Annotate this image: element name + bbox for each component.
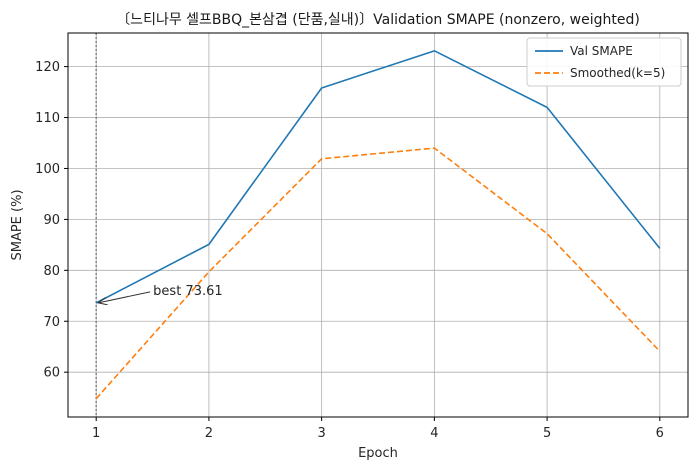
x-tick-label: 4	[430, 426, 438, 441]
x-axis-label: Epoch	[358, 446, 398, 461]
chart-title: 〔느티나무 셀프BBQ_본삼겹 (단품,실내)〕Validation SMAPE…	[116, 12, 640, 28]
x-tick-label: 6	[656, 426, 664, 441]
legend-box	[526, 37, 682, 87]
legend: Val SMAPE Smoothed(k=5)	[526, 37, 682, 87]
x-tick-label: 2	[205, 426, 213, 441]
y-tick-label: 70	[43, 315, 60, 330]
legend-label-smoothed: Smoothed(k=5)	[570, 66, 665, 80]
annotation-layer: best 73.61	[98, 284, 223, 303]
y-tick-label: 90	[43, 213, 60, 228]
y-axis-label: SMAPE (%)	[10, 189, 25, 260]
x-tick-label: 5	[543, 426, 551, 441]
y-tick-label: 60	[43, 366, 60, 381]
legend-label-val-smape: Val SMAPE	[570, 44, 633, 58]
series-line-smoothed	[95, 147, 661, 400]
y-tick-label: 80	[43, 264, 60, 279]
grid	[68, 33, 688, 417]
y-tick-label: 120	[35, 60, 60, 75]
y-tick-label: 100	[35, 162, 60, 177]
ticks-layer: 1 2 3 4 5 6 60 70 80 90 100 110 120	[35, 60, 664, 441]
series-line-val-smape	[95, 50, 661, 304]
y-tick-label: 110	[35, 111, 60, 126]
x-tick-label: 1	[92, 426, 100, 441]
annotation-label: best 73.61	[153, 284, 222, 299]
annotation-arrow	[98, 291, 151, 303]
plot-frame	[67, 32, 689, 418]
x-tick-label: 3	[317, 426, 325, 441]
series-layer	[95, 50, 661, 400]
